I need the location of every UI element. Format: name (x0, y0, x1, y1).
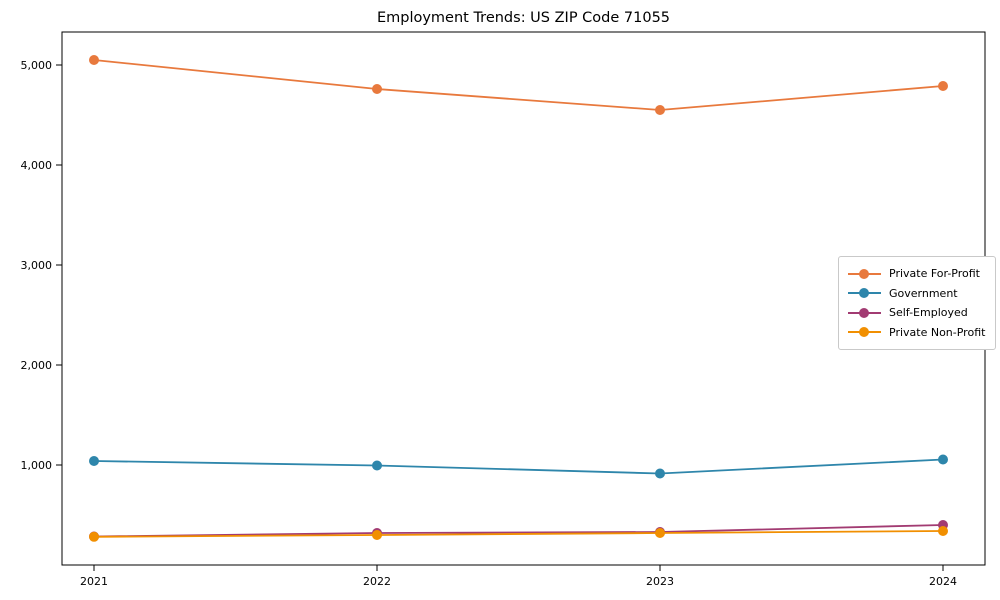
data-point (372, 84, 382, 94)
series-line (93, 524, 944, 538)
series-line (93, 458, 944, 475)
legend-swatch-dot (859, 268, 869, 279)
chart-legend: Private For-Profit Government Self-Employe… (838, 256, 997, 350)
legend-swatch-dot (859, 307, 869, 318)
y-tick-label: 3,000 (21, 259, 53, 272)
legend-line-marker-swatch (848, 268, 881, 279)
legend-item: Private Non-Profit (848, 323, 985, 343)
data-point (655, 105, 665, 115)
x-tick-label: 2023 (646, 575, 674, 588)
legend-line-marker-swatch (848, 327, 881, 338)
legend-line-marker-swatch (848, 288, 881, 299)
legend-item: Government (848, 284, 985, 304)
data-point (89, 456, 99, 466)
legend-line-marker-swatch (848, 307, 881, 318)
series-line (93, 530, 944, 538)
legend-swatch-dot (859, 327, 869, 338)
data-point (938, 81, 948, 91)
y-tick-label: 5,000 (21, 59, 53, 72)
data-point (372, 530, 382, 540)
data-point (655, 468, 665, 479)
legend-item: Private For-Profit (848, 264, 985, 284)
legend-swatch-dot (859, 288, 869, 299)
data-point (655, 528, 665, 538)
data-point (938, 454, 948, 465)
data-point (372, 460, 382, 471)
data-point (938, 526, 948, 536)
data-point (89, 55, 99, 65)
legend-label: Private Non-Profit (889, 325, 986, 339)
series-line (93, 59, 944, 111)
x-tick-label: 2024 (929, 575, 957, 588)
legend-label: Private For-Profit (889, 267, 980, 281)
legend-item: Self-Employed (848, 303, 985, 323)
y-tick-label: 4,000 (21, 159, 53, 172)
chart-title: Employment Trends: US ZIP Code 71055 (376, 10, 671, 26)
y-tick-label: 2,000 (21, 359, 53, 372)
x-tick-label: 2021 (80, 575, 108, 588)
x-tick-label: 2022 (363, 575, 391, 588)
legend-label: Self-Employed (889, 306, 968, 320)
y-tick-label: 1,000 (21, 459, 53, 472)
data-point (89, 531, 99, 542)
legend-label: Government (889, 286, 958, 300)
